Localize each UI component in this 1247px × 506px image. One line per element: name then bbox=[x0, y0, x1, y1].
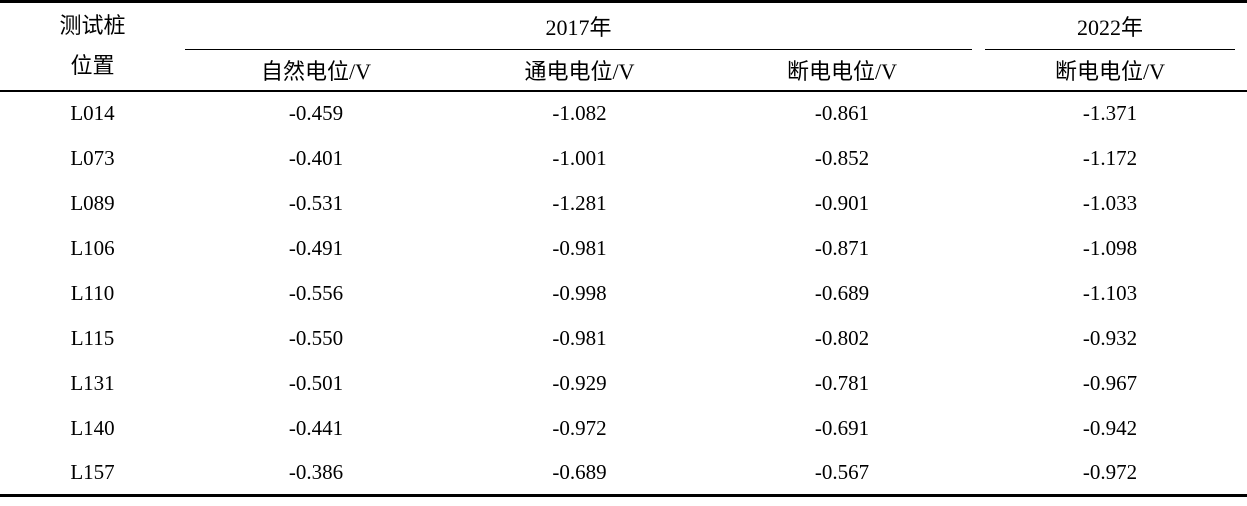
pile-id-cell: L131 bbox=[70, 370, 115, 395]
column-gap bbox=[972, 361, 985, 406]
right-edge-spacer bbox=[1235, 361, 1247, 406]
off-potential-2017-cell: -0.781 bbox=[814, 370, 870, 395]
right-edge-spacer bbox=[1235, 181, 1247, 226]
pile-id-cell: L089 bbox=[70, 190, 115, 215]
off-potential-2017-cell: -0.871 bbox=[814, 235, 870, 260]
off-potential-2022-cell: -1.172 bbox=[1082, 145, 1138, 170]
group-header-2022: 2022年 bbox=[985, 1, 1236, 50]
right-edge-spacer bbox=[1235, 316, 1247, 361]
column-gap bbox=[972, 406, 985, 451]
column-gap bbox=[972, 91, 985, 136]
off-potential-2022-cell: -1.098 bbox=[1082, 235, 1138, 260]
column-gap bbox=[972, 451, 985, 496]
pile-id-cell: L014 bbox=[70, 101, 115, 125]
on-potential-cell: -1.082 bbox=[552, 101, 607, 125]
on-potential-cell: -1.001 bbox=[552, 145, 607, 170]
pile-position-header: 测试桩 位置 bbox=[0, 1, 185, 92]
group-gap bbox=[972, 1, 986, 92]
pile-id-cell: L140 bbox=[70, 415, 115, 440]
on-potential-cell: -0.981 bbox=[552, 235, 607, 260]
right-edge-spacer bbox=[1235, 451, 1247, 496]
table-row-L073: L073 -0.401 -1.001 -0.852 -1.172 bbox=[0, 136, 1247, 181]
subheader-row: 自然电位/V 通电电位/V 断电电位/V 断电电位/V bbox=[0, 49, 1247, 92]
natural-potential-header: 自然电位/V bbox=[185, 49, 447, 92]
natural-potential-cell: -0.550 bbox=[288, 325, 344, 350]
table-row-L140: L140 -0.441 -0.972 -0.691 -0.942 bbox=[0, 406, 1247, 451]
right-edge-spacer bbox=[1235, 271, 1247, 316]
right-edge-spacer bbox=[1235, 406, 1247, 451]
natural-potential-cell: -0.459 bbox=[288, 101, 344, 125]
table-row-L110: L110 -0.556 -0.998 -0.689 -1.103 bbox=[0, 271, 1247, 316]
pile-id-cell: L073 bbox=[70, 145, 115, 170]
natural-potential-cell: -0.401 bbox=[288, 145, 344, 170]
right-edge-spacer bbox=[1235, 1, 1247, 92]
off-potential-2022-cell: -0.942 bbox=[1082, 415, 1138, 440]
off-potential-2022-cell: -0.932 bbox=[1082, 325, 1138, 350]
pile-position-header-line2: 位置 bbox=[70, 53, 115, 79]
pile-id-cell: L106 bbox=[70, 235, 115, 260]
on-potential-cell: -0.972 bbox=[552, 415, 607, 440]
table-row-L106: L106 -0.491 -0.981 -0.871 -1.098 bbox=[0, 226, 1247, 271]
off-potential-2022-cell: -0.967 bbox=[1082, 370, 1138, 395]
natural-potential-cell: -0.386 bbox=[288, 459, 344, 484]
on-potential-cell: -0.981 bbox=[552, 325, 607, 350]
off-potential-2017-cell: -0.567 bbox=[814, 459, 870, 484]
column-gap bbox=[972, 181, 985, 226]
off-potential-2022-cell: -1.371 bbox=[1082, 101, 1138, 125]
table-row-L115: L115 -0.550 -0.981 -0.802 -0.932 bbox=[0, 316, 1247, 361]
on-potential-cell: -0.689 bbox=[552, 459, 607, 484]
off-potential-2017-cell: -0.852 bbox=[814, 145, 870, 170]
pile-id-cell: L115 bbox=[70, 325, 115, 350]
on-potential-cell: -0.929 bbox=[552, 370, 607, 395]
natural-potential-cell: -0.491 bbox=[288, 235, 344, 260]
natural-potential-cell: -0.501 bbox=[288, 370, 344, 395]
off-potential-2022-cell: -1.033 bbox=[1082, 190, 1138, 215]
column-gap bbox=[972, 316, 985, 361]
pile-position-header-line1: 测试桩 bbox=[59, 13, 126, 39]
right-edge-spacer bbox=[1235, 226, 1247, 271]
column-gap bbox=[972, 226, 985, 271]
natural-potential-cell: -0.556 bbox=[288, 280, 344, 305]
on-potential-cell: -0.998 bbox=[552, 280, 607, 305]
off-potential-2017-cell: -0.861 bbox=[814, 101, 870, 125]
table-row-L157: L157 -0.386 -0.689 -0.567 -0.972 bbox=[0, 451, 1247, 496]
column-gap bbox=[972, 136, 985, 181]
group-header-2017: 2017年 bbox=[185, 1, 973, 50]
off-potential-2017-cell: -0.802 bbox=[814, 325, 870, 350]
on-potential-header: 通电电位/V bbox=[447, 49, 712, 92]
off-potential-2017-cell: -0.691 bbox=[814, 415, 870, 440]
off-potential-2022-cell: -1.103 bbox=[1082, 280, 1138, 305]
off-potential-2017-cell: -0.901 bbox=[814, 190, 870, 215]
natural-potential-cell: -0.441 bbox=[288, 415, 344, 440]
natural-potential-cell: -0.531 bbox=[288, 190, 344, 215]
right-edge-spacer bbox=[1235, 91, 1247, 136]
off-potential-2022-cell: -0.972 bbox=[1082, 459, 1138, 484]
pile-id-cell: L157 bbox=[70, 459, 115, 484]
right-edge-spacer bbox=[1235, 136, 1247, 181]
table-row-L089: L089 -0.531 -1.281 -0.901 -1.033 bbox=[0, 181, 1247, 226]
column-gap bbox=[972, 271, 985, 316]
table-row-L131: L131 -0.501 -0.929 -0.781 -0.967 bbox=[0, 361, 1247, 406]
pile-id-cell: L110 bbox=[70, 280, 115, 305]
off-potential-2017-header: 断电电位/V bbox=[712, 49, 973, 92]
on-potential-cell: -1.281 bbox=[552, 190, 607, 215]
group-header-row: 测试桩 位置 2017年 2022年 bbox=[0, 1, 1247, 92]
off-potential-2022-header: 断电电位/V bbox=[985, 49, 1236, 92]
table-row-L014: L014 -0.459 -1.082 -0.861 -1.371 bbox=[0, 91, 1247, 136]
off-potential-2017-cell: -0.689 bbox=[814, 280, 870, 305]
